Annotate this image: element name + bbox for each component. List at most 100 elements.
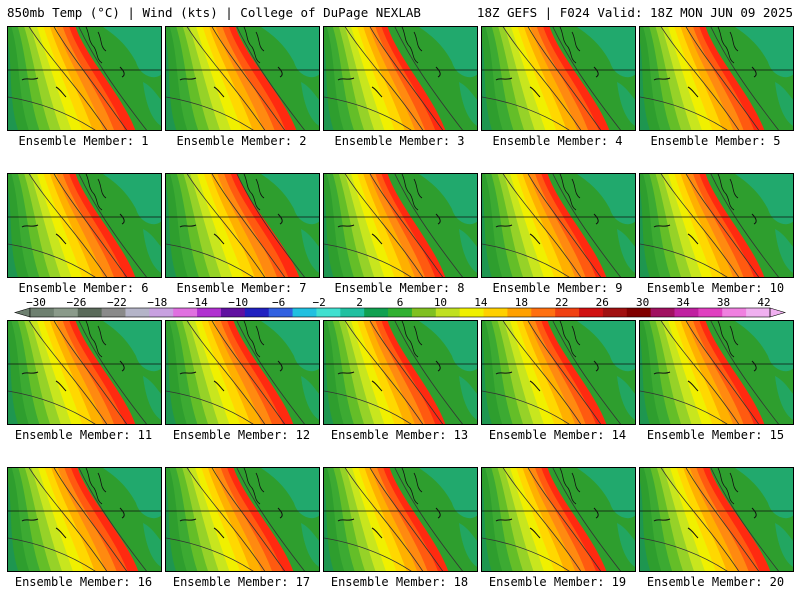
colorbar-swatch [674, 308, 699, 317]
ensemble-member-label: Ensemble Member: 7 [176, 281, 307, 295]
temperature-band [8, 335, 19, 424]
ensemble-member-map [165, 320, 320, 425]
temperature-band [482, 468, 503, 571]
contour-line [324, 537, 412, 571]
lake-outline [653, 360, 757, 392]
ensemble-member-label: Ensemble Member: 8 [334, 281, 465, 295]
temperature-band [8, 174, 29, 277]
contour-line [186, 321, 266, 424]
cool-anomaly-patch [617, 376, 635, 420]
ensemble-member-label: Ensemble Member: 5 [650, 134, 781, 148]
coastline [243, 27, 265, 64]
temperature-band [640, 468, 662, 571]
colorbar-tick-label: 30 [636, 296, 650, 309]
contour-line [78, 468, 147, 571]
temperature-field [482, 468, 635, 571]
contour-line [394, 27, 463, 130]
contour-line [166, 390, 254, 424]
cool-anomaly-patch [261, 468, 319, 519]
coastline [401, 174, 423, 211]
temperature-field [640, 468, 793, 571]
coastline [559, 27, 581, 64]
ensemble-member-map [7, 26, 162, 131]
ensemble-member-label: Ensemble Member: 11 [14, 428, 153, 442]
contour-line [344, 27, 424, 130]
cool-anomaly-patch [301, 82, 319, 126]
ensemble-member-label: Ensemble Member: 4 [492, 134, 623, 148]
ensemble-member-map [323, 26, 478, 131]
contour-line [344, 321, 424, 424]
cool-anomaly-patch [261, 27, 319, 78]
contour-line [28, 468, 108, 571]
cool-anomaly-patch [775, 82, 793, 126]
colorbar-tick-label: −2 [312, 296, 326, 309]
contour-line [186, 174, 266, 277]
colorbar-swatch [220, 308, 246, 317]
cool-anomaly-patch [103, 321, 161, 372]
ensemble-member-map [165, 26, 320, 131]
ensemble-member-map [481, 320, 636, 425]
contour-line [482, 243, 570, 277]
cool-anomaly-patch [577, 27, 635, 78]
contour-line [186, 468, 266, 571]
ensemble-member-label: Ensemble Member: 13 [330, 428, 469, 442]
contour-line [28, 174, 108, 277]
temperature-field [640, 27, 793, 130]
colorbar-swatch [507, 308, 532, 317]
cool-anomaly-patch [143, 376, 161, 420]
cool-anomaly-patch [459, 523, 477, 567]
temperature-band [482, 336, 492, 424]
contour-line [660, 174, 740, 277]
contour-line [324, 96, 412, 130]
cool-anomaly-patch [143, 523, 161, 567]
temperature-band [166, 335, 177, 424]
cool-anomaly-patch [419, 468, 477, 519]
contour-line [394, 321, 463, 424]
lake-outline [21, 66, 125, 98]
contour-line [28, 27, 108, 130]
coastline [85, 174, 107, 211]
ensemble-member-map [639, 467, 794, 572]
colorbar-swatch [125, 308, 150, 317]
temperature-band [640, 336, 650, 424]
colorbar-swatch [722, 308, 747, 317]
ensemble-member-map [323, 320, 478, 425]
temperature-band [640, 481, 651, 571]
lake-outline [495, 66, 599, 98]
temperature-band [482, 174, 503, 277]
contour-line [8, 96, 96, 130]
cool-anomaly-patch [301, 523, 319, 567]
colorbar-swatch [746, 308, 771, 317]
ensemble-member-map [323, 467, 478, 572]
coastline [717, 321, 739, 358]
contour-line [640, 390, 728, 424]
temperature-band [482, 321, 503, 424]
ensemble-member-map [639, 320, 794, 425]
temperature-field [166, 174, 319, 277]
cool-anomaly-patch [419, 321, 477, 372]
cool-anomaly-patch [617, 523, 635, 567]
lake-outline [337, 66, 441, 98]
colorbar-swatch [388, 308, 413, 317]
coastline [243, 321, 265, 358]
coastline [85, 321, 107, 358]
temperature-field [482, 321, 635, 424]
contour-line [552, 27, 621, 130]
temperature-field [8, 174, 161, 277]
temperature-band [324, 468, 345, 571]
cool-anomaly-patch [735, 27, 793, 78]
temperature-band [166, 27, 188, 130]
colorbar-tick-label: −26 [66, 296, 87, 309]
cool-anomaly-patch [103, 468, 161, 519]
colorbar-tick-label: −22 [106, 296, 127, 309]
colorbar-swatch [579, 308, 604, 317]
colorbar-tick-label: 42 [757, 296, 771, 309]
contour-line [640, 243, 728, 277]
coastline [717, 174, 739, 211]
temperature-field [482, 27, 635, 130]
contour-line [394, 468, 463, 571]
colorbar-swatch [602, 308, 628, 317]
colorbar-swatch [435, 308, 461, 317]
temperature-field [324, 468, 477, 571]
temperature-band [8, 481, 19, 571]
